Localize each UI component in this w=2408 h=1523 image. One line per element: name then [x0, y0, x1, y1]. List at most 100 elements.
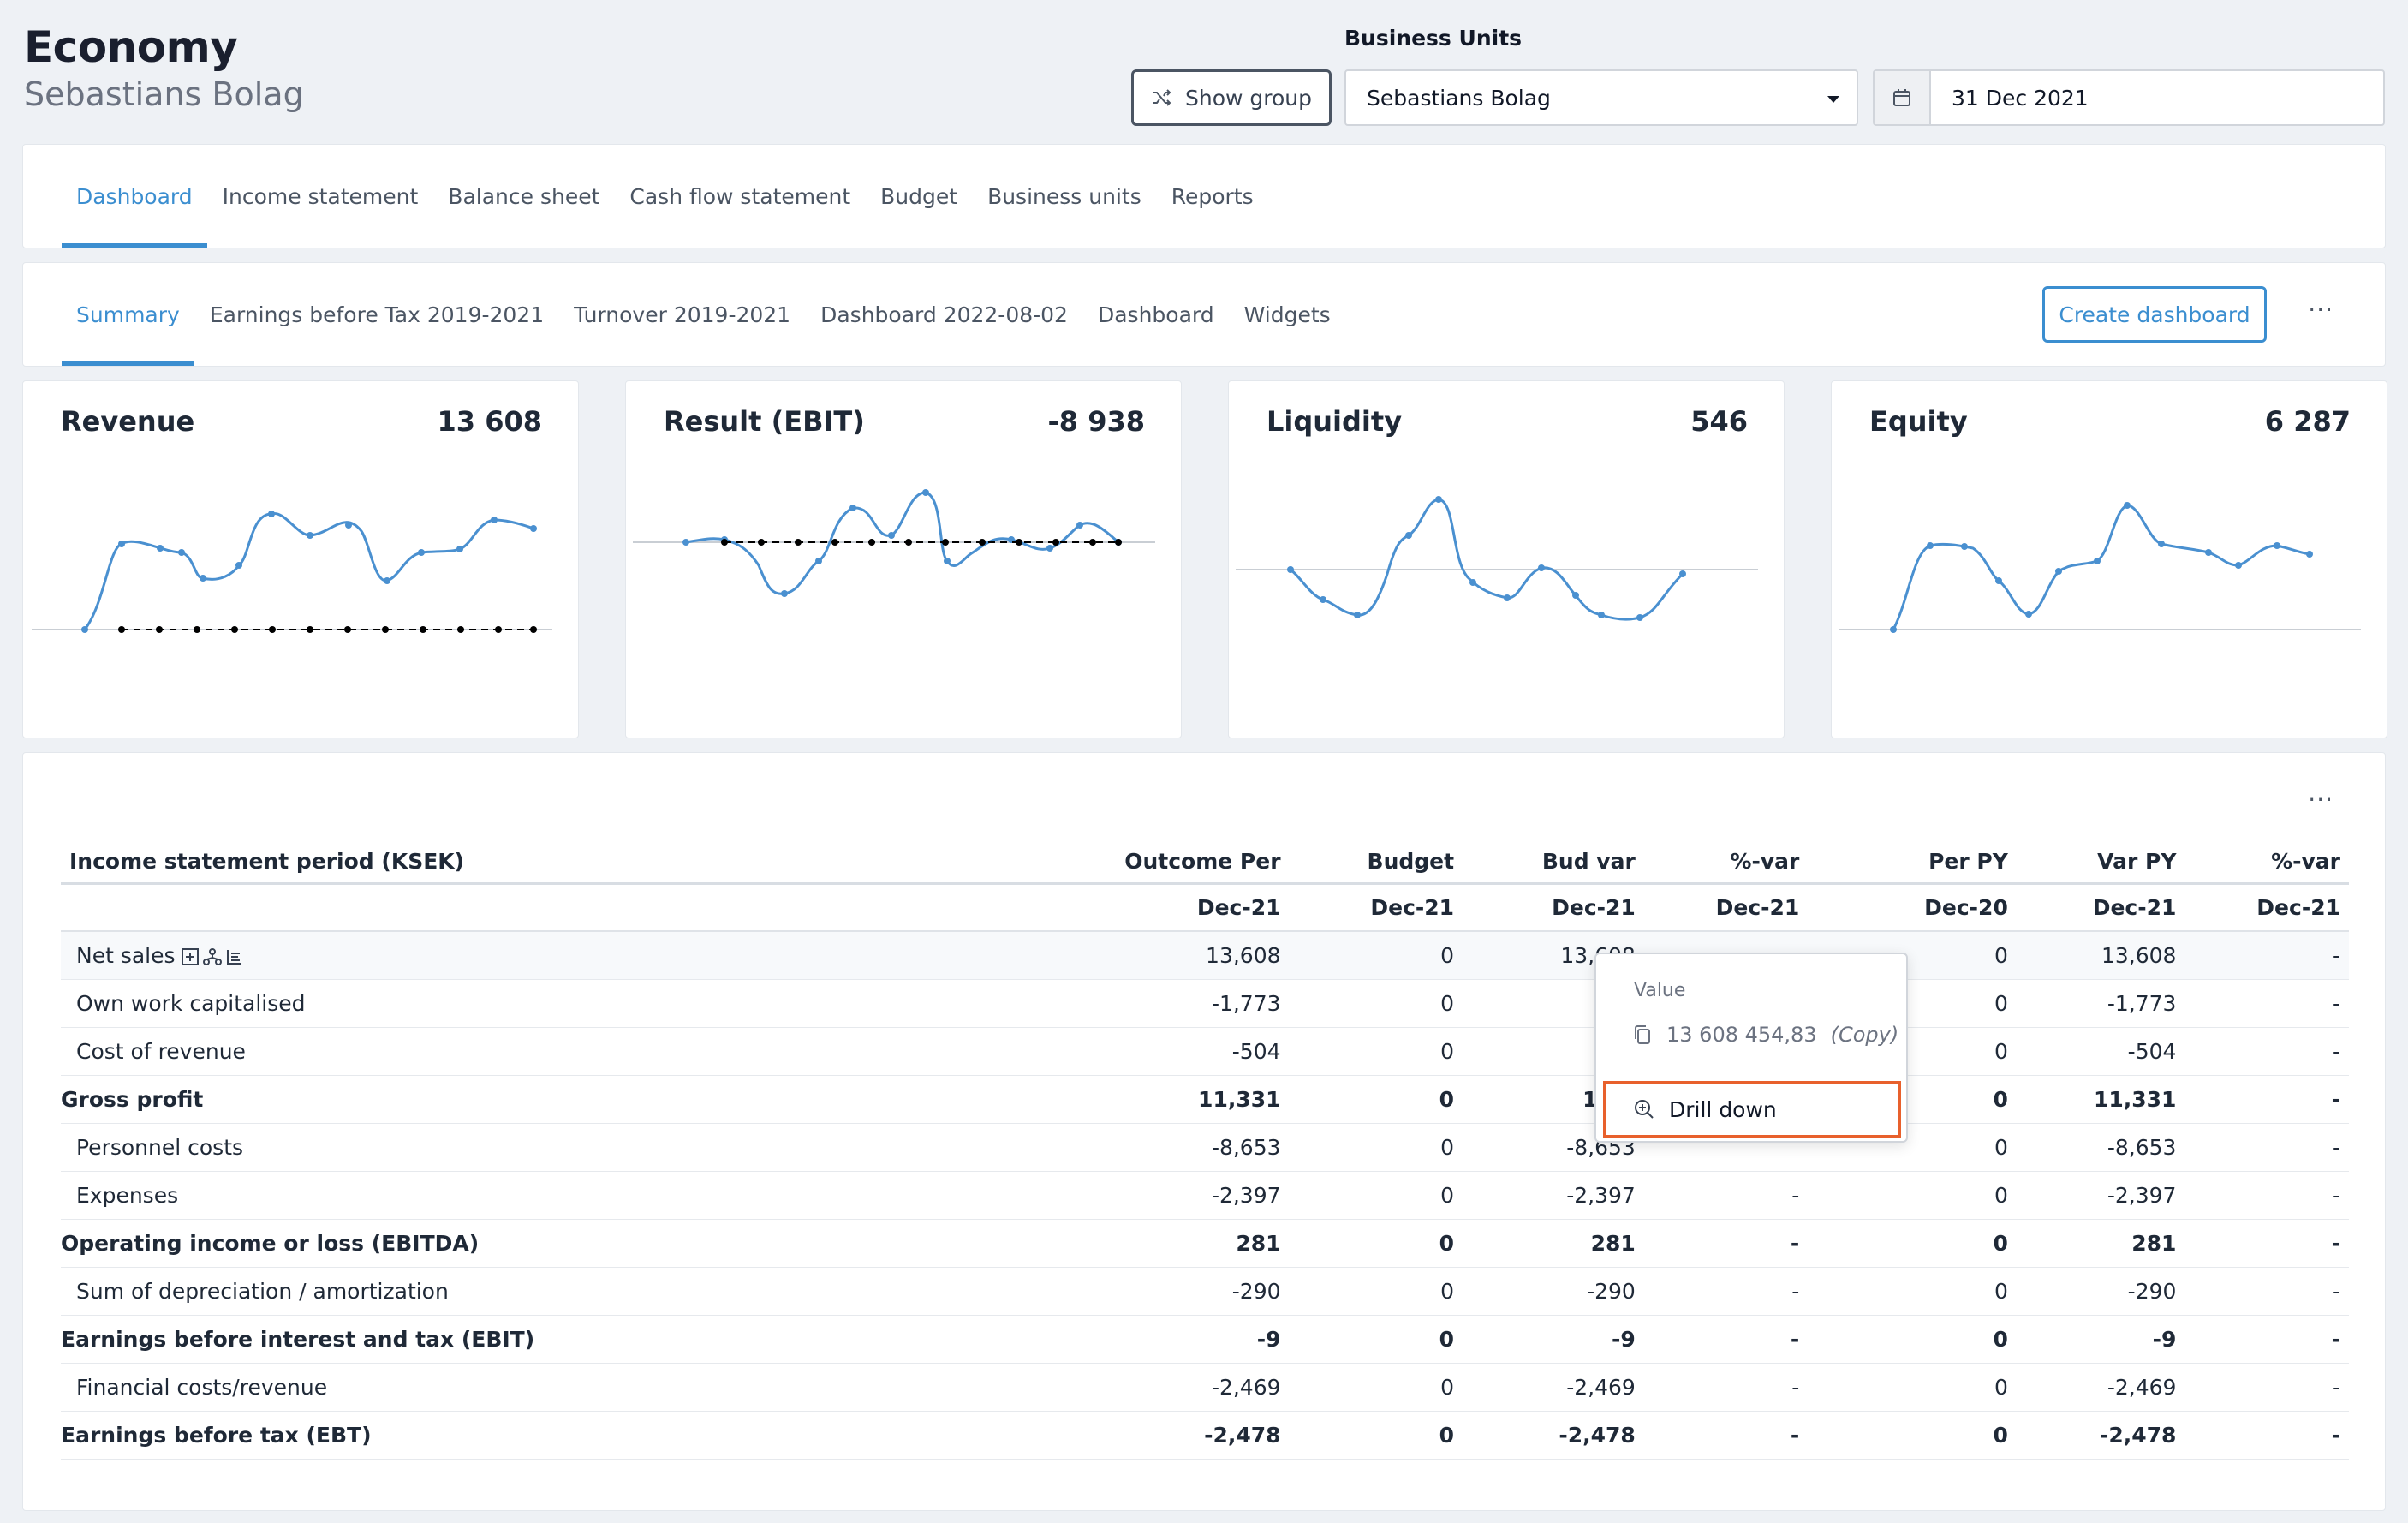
table-cell[interactable]: - [1643, 1363, 1809, 1412]
tab-income-statement[interactable]: Income statement [222, 183, 419, 209]
tab-dashboard-2[interactable]: Dashboard [1097, 302, 1214, 327]
table-cell[interactable]: -1,773 [2016, 979, 2185, 1028]
create-dashboard-button[interactable]: Create dashboard [2042, 286, 2267, 343]
tab-budget[interactable]: Budget [880, 183, 958, 209]
table-cell[interactable]: 0 [1289, 1123, 1463, 1172]
table-cell[interactable]: - [2184, 931, 2349, 980]
table-cell[interactable]: -290 [1463, 1267, 1644, 1316]
table-cell[interactable]: 0 [1289, 1411, 1463, 1460]
tab-summary[interactable]: Summary [62, 263, 194, 366]
table-cell[interactable]: 0 [1808, 1411, 2017, 1460]
table-cell[interactable]: 11,331 [2016, 1075, 2185, 1124]
table-cell[interactable]: - [1643, 1219, 1809, 1268]
table-cell[interactable]: 13,608 [1090, 931, 1290, 980]
table-cell[interactable]: - [1643, 1171, 1809, 1220]
table-cell[interactable]: -9 [1463, 1315, 1644, 1364]
table-cell[interactable]: 0 [1289, 1315, 1463, 1364]
table-cell[interactable]: - [2184, 1363, 2349, 1412]
table-cell[interactable]: -8,653 [2016, 1123, 2185, 1172]
table-cell[interactable]: - [2184, 1411, 2349, 1460]
table-cell[interactable]: 0 [1289, 1363, 1463, 1412]
tab-dashboard-2022[interactable]: Dashboard 2022-08-02 [820, 302, 1068, 327]
table-cell[interactable]: 0 [1289, 931, 1463, 980]
table-row[interactable]: Personnel costs -8,653 0 -8,653 0 -8,653- [61, 1123, 2349, 1172]
table-cell[interactable]: -2,478 [1090, 1411, 1290, 1460]
kpi-equity[interactable]: Equity 6 287 [1831, 380, 2387, 738]
more-options-icon[interactable]: ··· [2308, 785, 2333, 814]
table-row[interactable]: Operating income or loss (EBITDA) 281 0 281… [61, 1219, 2349, 1268]
table-cell[interactable]: 0 [1289, 1027, 1463, 1076]
table-cell[interactable]: -1,773 [1090, 979, 1290, 1028]
tab-earnings-before-tax[interactable]: Earnings before Tax 2019-2021 [209, 302, 545, 327]
table-row[interactable]: Financial costs/revenue -2,469 0 -2,469-0 -2… [61, 1363, 2349, 1412]
tab-cash-flow-statement[interactable]: Cash flow statement [629, 183, 851, 209]
calendar-icon[interactable] [1875, 71, 1931, 124]
tab-reports[interactable]: Reports [1171, 183, 1254, 209]
table-row[interactable]: Sum of depreciation / amortization -290 0-… [61, 1267, 2349, 1316]
drill-down-button[interactable]: Drill down [1603, 1081, 1901, 1138]
table-cell[interactable]: -8,653 [1090, 1123, 1290, 1172]
table-cell[interactable]: - [2184, 1171, 2349, 1220]
tab-dashboard[interactable]: Dashboard [62, 145, 207, 248]
table-row[interactable]: Expenses -2,397 0 -2,397-0 -2,397- [61, 1171, 2349, 1220]
table-cell[interactable]: - [2184, 979, 2349, 1028]
table-cell[interactable]: 281 [1463, 1219, 1644, 1268]
table-cell[interactable]: 281 [2016, 1219, 2185, 1268]
table-cell[interactable]: -2,397 [1090, 1171, 1290, 1220]
table-cell[interactable]: -2,397 [1463, 1171, 1644, 1220]
table-cell[interactable]: 0 [1808, 1363, 2017, 1412]
table-cell[interactable]: -290 [1090, 1267, 1290, 1316]
table-cell[interactable]: -290 [2016, 1267, 2185, 1316]
table-cell[interactable]: 11,331 [1090, 1075, 1290, 1124]
table-cell[interactable]: -2,469 [1463, 1363, 1644, 1412]
kpi-liquidity[interactable]: Liquidity 546 [1228, 380, 1785, 738]
show-group-button[interactable]: Show group [1131, 69, 1332, 126]
copy-value-button[interactable]: 13 608 454,83 (Copy) [1632, 1023, 1898, 1047]
hierarchy-icon[interactable] [202, 947, 222, 966]
table-cell[interactable]: 0 [1808, 1219, 2017, 1268]
table-cell[interactable]: - [2184, 1027, 2349, 1076]
tab-turnover[interactable]: Turnover 2019-2021 [574, 302, 791, 327]
table-cell[interactable]: 0 [1289, 1075, 1463, 1124]
table-cell[interactable]: - [1643, 1315, 1809, 1364]
table-cell[interactable]: - [2184, 1123, 2349, 1172]
table-cell[interactable]: - [2184, 1267, 2349, 1316]
table-cell[interactable]: -2,469 [2016, 1363, 2185, 1412]
table-cell[interactable]: - [1643, 1411, 1809, 1460]
table-cell[interactable]: - [2184, 1315, 2349, 1364]
tab-balance-sheet[interactable]: Balance sheet [448, 183, 600, 209]
table-cell[interactable]: -2,478 [2016, 1411, 2185, 1460]
table-cell[interactable]: -504 [1090, 1027, 1290, 1076]
expand-icon[interactable] [181, 947, 200, 966]
table-cell[interactable]: -2,469 [1090, 1363, 1290, 1412]
table-cell[interactable]: -2,397 [2016, 1171, 2185, 1220]
table-row[interactable]: Earnings before interest and tax (EBIT) -… [61, 1315, 2349, 1364]
table-cell[interactable]: -9 [1090, 1315, 1290, 1364]
table-cell[interactable]: 0 [1808, 1315, 2017, 1364]
table-cell[interactable]: - [2184, 1219, 2349, 1268]
table-cell[interactable]: 281 [1090, 1219, 1290, 1268]
table-cell[interactable]: - [1643, 1267, 1809, 1316]
table-cell[interactable]: 0 [1289, 1171, 1463, 1220]
table-cell[interactable]: 13,608 [2016, 931, 2185, 980]
table-cell[interactable]: 0 [1808, 1171, 2017, 1220]
table-cell[interactable]: 0 [1808, 1267, 2017, 1316]
table-cell[interactable]: -504 [2016, 1027, 2185, 1076]
more-options-icon[interactable]: ··· [2308, 296, 2333, 324]
tab-business-units[interactable]: Business units [987, 183, 1141, 209]
kpi-revenue[interactable]: Revenue 13 608 [22, 380, 579, 738]
table-cell[interactable]: 0 [1289, 979, 1463, 1028]
tab-widgets[interactable]: Widgets [1243, 302, 1331, 327]
table-cell[interactable]: -9 [2016, 1315, 2185, 1364]
table-cell[interactable]: -2,478 [1463, 1411, 1644, 1460]
table-cell[interactable]: - [2184, 1075, 2349, 1124]
table-row[interactable]: Earnings before tax (EBT) -2,478 0 -2,478-0… [61, 1411, 2349, 1460]
table-cell[interactable]: 0 [1289, 1267, 1463, 1316]
list-details-icon[interactable] [225, 947, 244, 966]
business-unit-select[interactable]: Sebastians Bolag [1344, 69, 1858, 126]
table-cell[interactable]: 0 [1289, 1219, 1463, 1268]
